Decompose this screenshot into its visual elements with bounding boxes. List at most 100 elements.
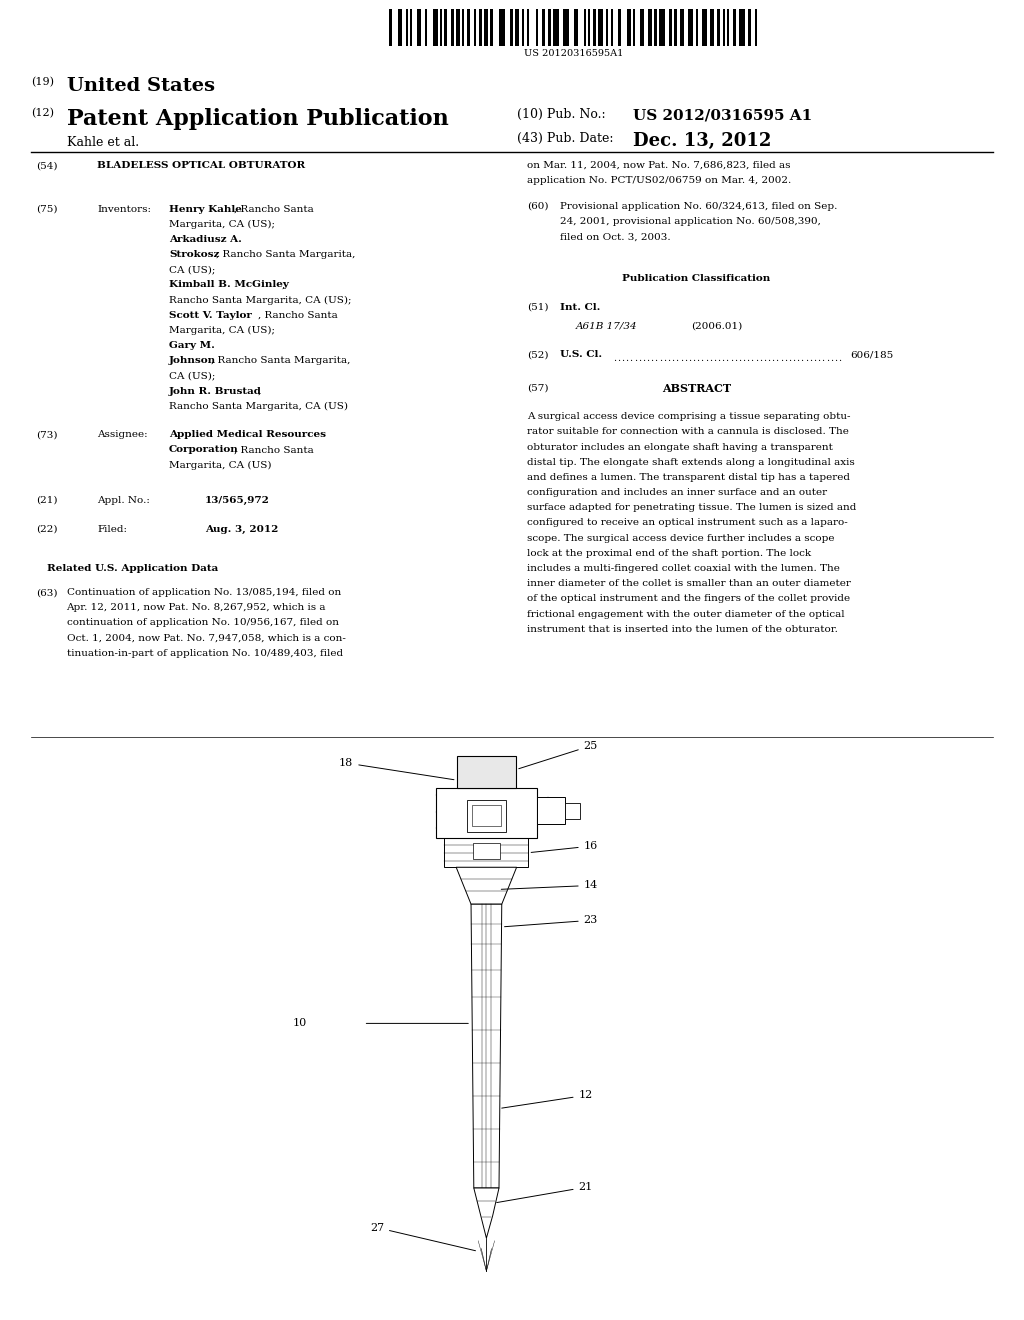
Text: (21): (21): [36, 495, 57, 504]
Text: (63): (63): [36, 587, 57, 597]
Bar: [456, 9, 460, 46]
Text: Appl. No.:: Appl. No.:: [97, 495, 151, 504]
Bar: [680, 9, 684, 46]
Text: frictional engagement with the outer diameter of the optical: frictional engagement with the outer dia…: [527, 610, 845, 619]
Bar: [433, 9, 438, 46]
Bar: [598, 9, 603, 46]
Text: , Rancho Santa: , Rancho Santa: [234, 445, 314, 454]
Text: Corporation: Corporation: [169, 445, 239, 454]
Bar: [563, 9, 569, 46]
Text: .: .: [692, 354, 695, 363]
Text: .: .: [650, 354, 653, 363]
Text: , Rancho Santa: , Rancho Santa: [258, 310, 338, 319]
Text: .: .: [751, 354, 754, 363]
Text: .: .: [725, 354, 729, 363]
Text: 12: 12: [502, 1090, 593, 1107]
Text: Filed:: Filed:: [97, 524, 127, 533]
Bar: [654, 9, 657, 46]
Text: (57): (57): [527, 383, 549, 392]
Text: .: .: [612, 354, 616, 363]
Bar: [710, 9, 714, 46]
Text: (43) Pub. Date:: (43) Pub. Date:: [517, 132, 613, 145]
Bar: [473, 843, 500, 859]
Text: U.S. Cl.: U.S. Cl.: [560, 350, 602, 359]
Text: .: .: [775, 354, 778, 363]
Bar: [457, 756, 516, 788]
Text: .: .: [713, 354, 716, 363]
Bar: [618, 9, 621, 46]
Text: Margarita, CA (US);: Margarita, CA (US);: [169, 326, 279, 335]
Bar: [515, 9, 519, 46]
Text: John R. Brustad: John R. Brustad: [169, 387, 262, 396]
Text: surface adapted for penetrating tissue. The lumen is sized and: surface adapted for penetrating tissue. …: [527, 503, 857, 512]
Bar: [472, 805, 501, 826]
Text: .: .: [738, 354, 741, 363]
Text: Kimball B. McGinley: Kimball B. McGinley: [169, 280, 289, 289]
Bar: [490, 9, 493, 46]
Text: .: .: [688, 354, 691, 363]
Text: filed on Oct. 3, 2003.: filed on Oct. 3, 2003.: [560, 232, 671, 242]
Text: .: .: [626, 354, 629, 363]
Bar: [727, 9, 729, 46]
Text: .: .: [793, 354, 796, 363]
Text: Kahle et al.: Kahle et al.: [67, 136, 138, 149]
Bar: [436, 788, 537, 838]
Text: tinuation-in-part of application No. 10/489,403, filed: tinuation-in-part of application No. 10/…: [67, 648, 343, 657]
Text: Patent Application Publication: Patent Application Publication: [67, 108, 449, 131]
Text: Margarita, CA (US);: Margarita, CA (US);: [169, 219, 279, 228]
Text: .: .: [742, 354, 745, 363]
Text: .: .: [676, 354, 679, 363]
Text: Strokosz: Strokosz: [169, 249, 219, 259]
Bar: [674, 9, 677, 46]
Text: .: .: [658, 354, 662, 363]
Text: includes a multi-fingered collet coaxial with the lumen. The: includes a multi-fingered collet coaxial…: [527, 564, 841, 573]
Text: .: .: [721, 354, 724, 363]
Text: 21: 21: [497, 1183, 593, 1203]
Bar: [389, 9, 392, 46]
Bar: [702, 9, 707, 46]
Text: .: .: [617, 354, 621, 363]
Text: 14: 14: [502, 880, 598, 891]
Bar: [451, 9, 454, 46]
Bar: [733, 9, 736, 46]
Text: .: .: [622, 354, 625, 363]
Text: .: .: [709, 354, 712, 363]
Text: Johnson: Johnson: [169, 356, 216, 366]
Text: 25: 25: [519, 741, 598, 768]
Text: continuation of application No. 10/956,167, filed on: continuation of application No. 10/956,1…: [67, 618, 339, 627]
Bar: [522, 9, 524, 46]
Text: obturator includes an elongate shaft having a transparent: obturator includes an elongate shaft hav…: [527, 442, 834, 451]
Bar: [574, 9, 578, 46]
Text: 18: 18: [339, 758, 454, 780]
Bar: [499, 9, 505, 46]
Text: .: .: [705, 354, 708, 363]
Text: (2006.01): (2006.01): [691, 321, 742, 330]
Polygon shape: [456, 867, 517, 904]
Bar: [406, 9, 408, 46]
Text: on Mar. 11, 2004, now Pat. No. 7,686,823, filed as: on Mar. 11, 2004, now Pat. No. 7,686,823…: [527, 161, 791, 170]
Text: Arkadiusz A.: Arkadiusz A.: [169, 235, 242, 244]
Text: US 2012/0316595 A1: US 2012/0316595 A1: [633, 108, 812, 123]
Text: A surgical access device comprising a tissue separating obtu-: A surgical access device comprising a ti…: [527, 412, 851, 421]
Bar: [417, 9, 421, 46]
Text: Margarita, CA (US): Margarita, CA (US): [169, 461, 271, 470]
Text: (22): (22): [36, 524, 57, 533]
Text: 13/565,972: 13/565,972: [205, 495, 269, 504]
Text: .: .: [630, 354, 633, 363]
Text: .: .: [730, 354, 733, 363]
Text: 10: 10: [293, 1019, 307, 1028]
Text: Dec. 13, 2012: Dec. 13, 2012: [633, 132, 771, 150]
Bar: [593, 9, 596, 46]
Bar: [755, 9, 757, 46]
Bar: [462, 9, 464, 46]
Text: .: .: [759, 354, 762, 363]
Text: United States: United States: [67, 77, 215, 95]
Bar: [444, 9, 447, 46]
Bar: [467, 800, 506, 832]
Bar: [484, 9, 488, 46]
Text: .: .: [634, 354, 637, 363]
Text: .: .: [734, 354, 737, 363]
Bar: [717, 9, 720, 46]
Text: configuration and includes an inner surface and an outer: configuration and includes an inner surf…: [527, 488, 827, 498]
Bar: [425, 9, 427, 46]
